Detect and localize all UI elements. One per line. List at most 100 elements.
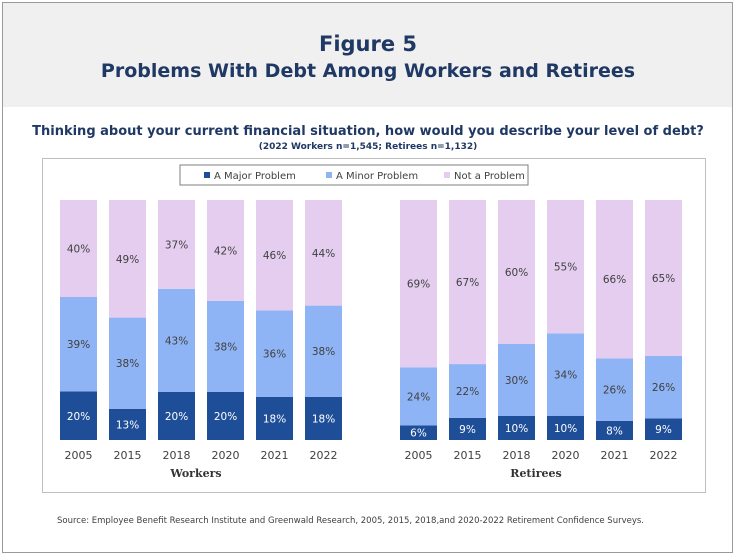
data-label: 69%	[407, 279, 430, 291]
legend-label: A Major Problem	[214, 171, 296, 182]
data-label: 18%	[312, 413, 335, 425]
bar-segment	[256, 200, 293, 311]
bar-segment	[207, 200, 244, 301]
data-label: 9%	[655, 424, 672, 436]
x-tick-label: 2020	[212, 449, 240, 462]
bar-segment	[547, 333, 584, 416]
bar-segment	[449, 417, 486, 440]
bar-segment	[158, 288, 195, 392]
data-label: 37%	[165, 239, 188, 251]
bar-segment	[158, 392, 195, 440]
bar-segment	[109, 317, 146, 409]
bar-segment	[498, 344, 535, 416]
group-label: Retirees	[510, 467, 561, 480]
data-label: 34%	[554, 370, 577, 382]
data-label: 26%	[603, 385, 626, 397]
x-tick-label: 2005	[405, 449, 433, 462]
bar-segment	[449, 200, 486, 365]
bar-segment	[596, 358, 633, 421]
x-tick-label: 2005	[65, 449, 93, 462]
bar-segment	[400, 200, 437, 368]
data-label: 24%	[407, 391, 430, 403]
bar-segment	[596, 200, 633, 359]
bar-segment	[596, 420, 633, 440]
bar-segment	[449, 364, 486, 418]
data-label: 18%	[263, 413, 286, 425]
data-label: 44%	[312, 248, 335, 260]
data-label: 67%	[456, 277, 479, 289]
bar-segment	[645, 356, 682, 419]
bar-segment	[60, 391, 97, 440]
bar-segment	[60, 200, 97, 297]
data-label: 42%	[214, 245, 237, 257]
data-label: 6%	[410, 428, 427, 440]
bar-segment	[207, 300, 244, 392]
title-band	[3, 3, 732, 107]
data-label: 20%	[165, 411, 188, 423]
data-label: 10%	[505, 423, 528, 435]
data-label: 49%	[116, 254, 139, 266]
bar-segment	[305, 200, 342, 306]
bar-segment	[400, 425, 437, 440]
chart-frame	[42, 158, 706, 493]
bar-segment	[547, 415, 584, 440]
source-note: Source: Employee Benefit Research Instit…	[57, 516, 645, 526]
data-label: 46%	[263, 250, 286, 262]
bar-segment	[547, 200, 584, 334]
bar-segment	[60, 296, 97, 392]
legend-box	[179, 164, 529, 186]
survey-question: Thinking about your current financial si…	[32, 124, 704, 139]
data-label: 43%	[165, 335, 188, 347]
bar-segment	[305, 305, 342, 397]
x-tick-label: 2022	[310, 449, 338, 462]
x-tick-label: 2015	[454, 449, 482, 462]
x-tick-label: 2018	[163, 449, 191, 462]
bar-segment	[256, 310, 293, 397]
figure-label: Figure 5	[318, 32, 418, 56]
bar-segment	[109, 200, 146, 318]
legend-swatch	[204, 172, 210, 178]
legend-label: Not a Problem	[454, 171, 525, 182]
data-label: 66%	[603, 274, 626, 286]
data-label: 30%	[505, 375, 528, 387]
bar-segment	[645, 200, 682, 356]
group-label: Workers	[169, 467, 221, 480]
data-label: 60%	[505, 267, 528, 279]
bar-segment	[158, 200, 195, 289]
data-label: 38%	[214, 341, 237, 353]
data-label: 20%	[67, 411, 90, 423]
data-label: 20%	[214, 411, 237, 423]
bar-segment	[498, 200, 535, 344]
figure-title: Problems With Debt Among Workers and Ret…	[100, 60, 636, 82]
x-tick-label: 2018	[503, 449, 531, 462]
x-tick-label: 2015	[114, 449, 142, 462]
legend-label: A Minor Problem	[336, 171, 418, 182]
data-label: 55%	[554, 262, 577, 274]
bar-segment	[645, 418, 682, 440]
bar-segment	[109, 408, 146, 440]
bar-segment	[256, 396, 293, 440]
x-tick-label: 2022	[650, 449, 678, 462]
x-tick-label: 2020	[552, 449, 580, 462]
data-label: 22%	[456, 386, 479, 398]
data-label: 39%	[67, 339, 90, 351]
data-label: 36%	[263, 349, 286, 361]
data-label: 10%	[554, 423, 577, 435]
x-tick-label: 2021	[261, 449, 289, 462]
x-tick-label: 2021	[601, 449, 629, 462]
bar-segment	[498, 416, 535, 440]
data-label: 40%	[67, 243, 90, 255]
data-label: 26%	[652, 382, 675, 394]
bar-segment	[400, 367, 437, 426]
legend-swatch	[444, 172, 450, 178]
data-label: 8%	[606, 425, 623, 437]
bar-segment	[207, 392, 244, 440]
bar-segment	[305, 396, 342, 440]
data-label: 13%	[116, 419, 139, 431]
data-label: 38%	[116, 358, 139, 370]
legend-swatch	[326, 172, 332, 178]
data-label: 9%	[459, 424, 476, 436]
